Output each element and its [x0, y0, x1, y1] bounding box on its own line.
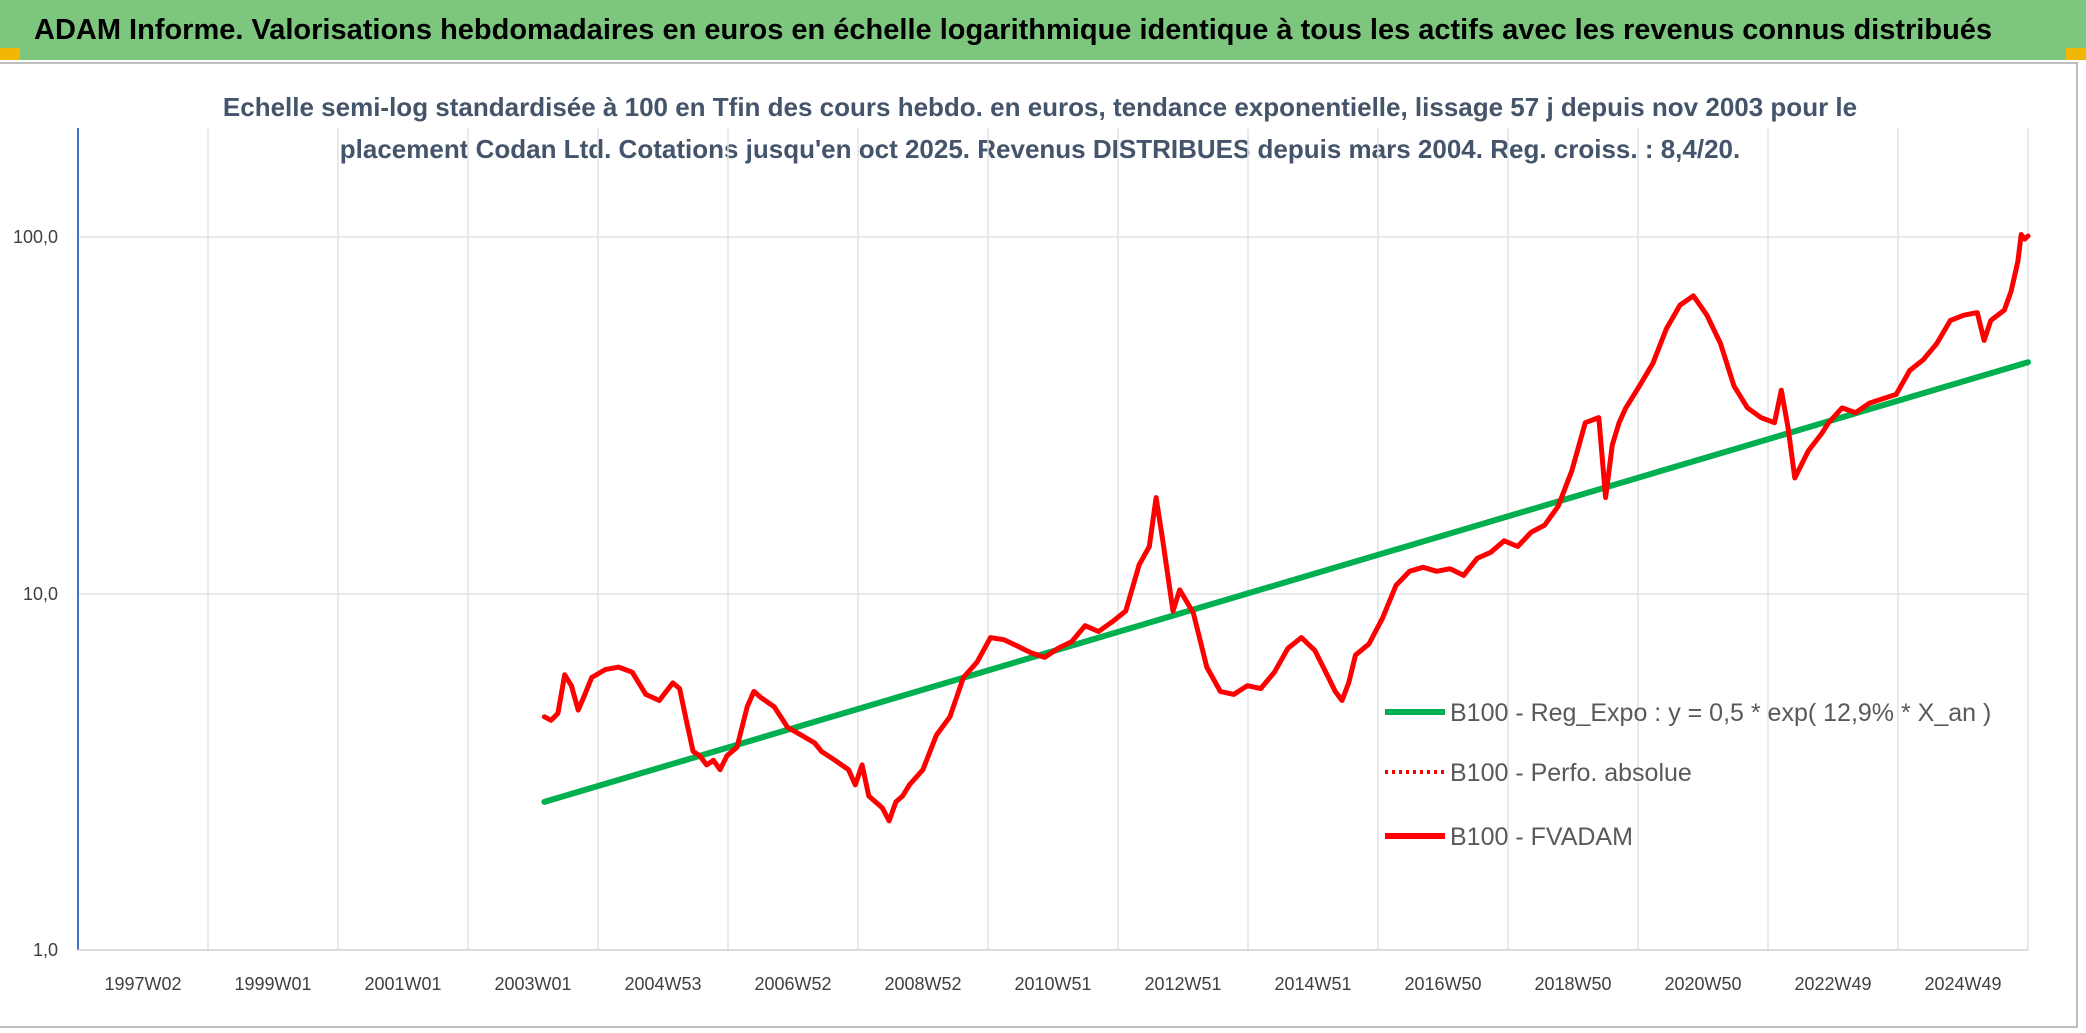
x-tick-labels: 1997W02 1999W01 2001W01 2003W01 2004W53 2006W…: [104, 974, 2001, 994]
chart-title-line-2: placement Codan Ltd. Cotations jusqu'en …: [340, 134, 1740, 164]
x-tick-label: 2022W49: [1794, 974, 1871, 994]
x-tick-label: 2001W01: [364, 974, 441, 994]
series-line-0: [541, 359, 2031, 805]
x-tick-label: 2004W53: [624, 974, 701, 994]
y-tick-label: 1,0: [33, 940, 58, 960]
x-tick-label: 2018W50: [1534, 974, 1611, 994]
legend-label-0: B100 - Reg_Expo : y = 0,5 * exp( 12,9% *…: [1450, 699, 1991, 727]
report-banner: ADAM Informe. Valorisations hebdomadaire…: [0, 0, 2086, 60]
legend-label-2: B100 - FVADAM: [1450, 823, 1633, 851]
x-tick-label: 2010W51: [1014, 974, 1091, 994]
gridlines: [78, 128, 2029, 950]
legend-label-1: B100 - Perfo. absolue: [1450, 759, 1692, 787]
corner-marker-right: [2066, 48, 2086, 60]
chart-frame: [0, 62, 2078, 1028]
corner-marker-left: [0, 48, 20, 60]
x-tick-label: 1997W02: [104, 974, 181, 994]
x-tick-label: 2008W52: [884, 974, 961, 994]
x-tick-label: 1999W01: [234, 974, 311, 994]
x-tick-label: 2020W50: [1664, 974, 1741, 994]
x-tick-label: 2012W51: [1144, 974, 1221, 994]
series-line-2: [541, 232, 2031, 824]
x-tick-label: 2024W49: [1924, 974, 2001, 994]
y-tick-labels: 1,0 10,0 100,0: [13, 227, 58, 960]
x-tick-label: 2016W50: [1404, 974, 1481, 994]
y-tick-label: 10,0: [23, 584, 58, 604]
x-tick-label: 2014W51: [1274, 974, 1351, 994]
x-tick-label: 2006W52: [754, 974, 831, 994]
series-lines: [541, 232, 2031, 824]
chart-title-line-1: Echelle semi-log standardisée à 100 en T…: [223, 92, 1857, 122]
y-tick-label: 100,0: [13, 227, 58, 247]
chart-legend: B100 - Reg_Expo : y = 0,5 * exp( 12,9% *…: [1385, 699, 1991, 851]
x-tick-label: 2003W01: [494, 974, 571, 994]
